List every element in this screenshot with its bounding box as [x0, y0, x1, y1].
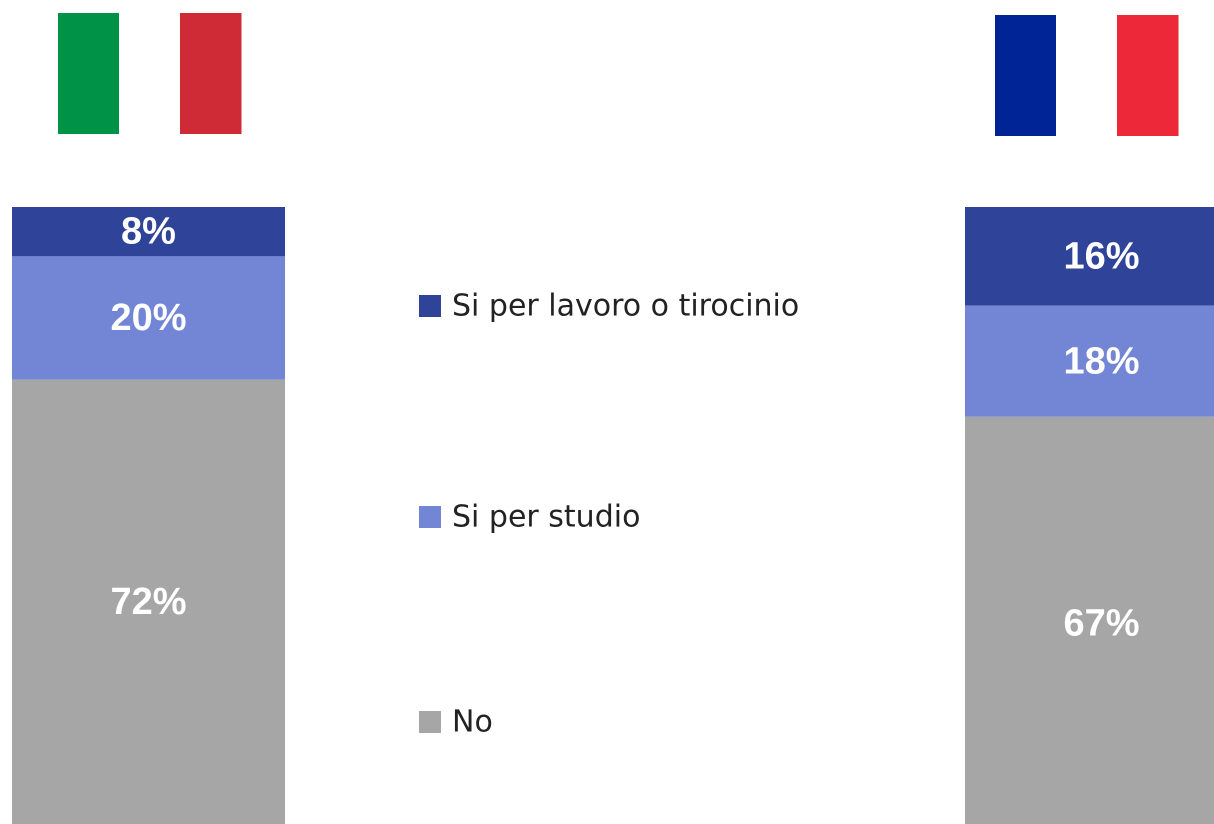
bar-segment-italy-2 — [12, 256, 285, 380]
italy-flag-stripe-1 — [58, 13, 120, 134]
italy-flag-stripe-3 — [180, 13, 242, 134]
legend-swatch — [419, 506, 441, 528]
bar-italy: 8% 20% 72% — [12, 207, 285, 824]
legend-item-2: Si per studio — [419, 500, 640, 535]
bar-segment-france-2 — [965, 305, 1214, 417]
france-flag-icon — [995, 15, 1179, 136]
bar-france: 16% 18% 67% — [965, 207, 1214, 824]
legend-swatch — [419, 295, 441, 317]
bar-segment-france-3 — [965, 416, 1214, 824]
bars-group: 8% 20% 72% 16% 18% 67% — [12, 207, 1214, 824]
legend-label: Si per lavoro o tirocinio — [452, 289, 799, 324]
france-flag-stripe-3 — [1117, 15, 1179, 136]
data-label-france-3: 67% — [1063, 602, 1139, 644]
bar-segment-italy-1 — [12, 207, 285, 257]
flags-group — [58, 13, 1179, 136]
legend: Si per lavoro o tirocinio Si per studio No — [419, 289, 799, 740]
bar-segment-italy-3 — [12, 379, 285, 824]
legend-label: No — [452, 705, 493, 740]
data-label-italy-2: 20% — [110, 297, 186, 339]
legend-swatch — [419, 711, 441, 733]
data-label-france-1: 16% — [1063, 235, 1139, 277]
italy-flag-stripe-2 — [119, 13, 181, 134]
legend-item-1: Si per lavoro o tirocinio — [419, 289, 799, 324]
data-label-france-2: 18% — [1063, 340, 1139, 382]
data-label-italy-3: 72% — [110, 581, 186, 623]
france-flag-stripe-2 — [1056, 15, 1118, 136]
italy-flag-icon — [58, 13, 242, 134]
legend-label: Si per studio — [452, 500, 640, 535]
france-flag-stripe-1 — [995, 15, 1057, 136]
bar-segment-france-1 — [965, 207, 1214, 306]
legend-item-3: No — [419, 705, 493, 740]
data-label-italy-1: 8% — [121, 211, 176, 253]
